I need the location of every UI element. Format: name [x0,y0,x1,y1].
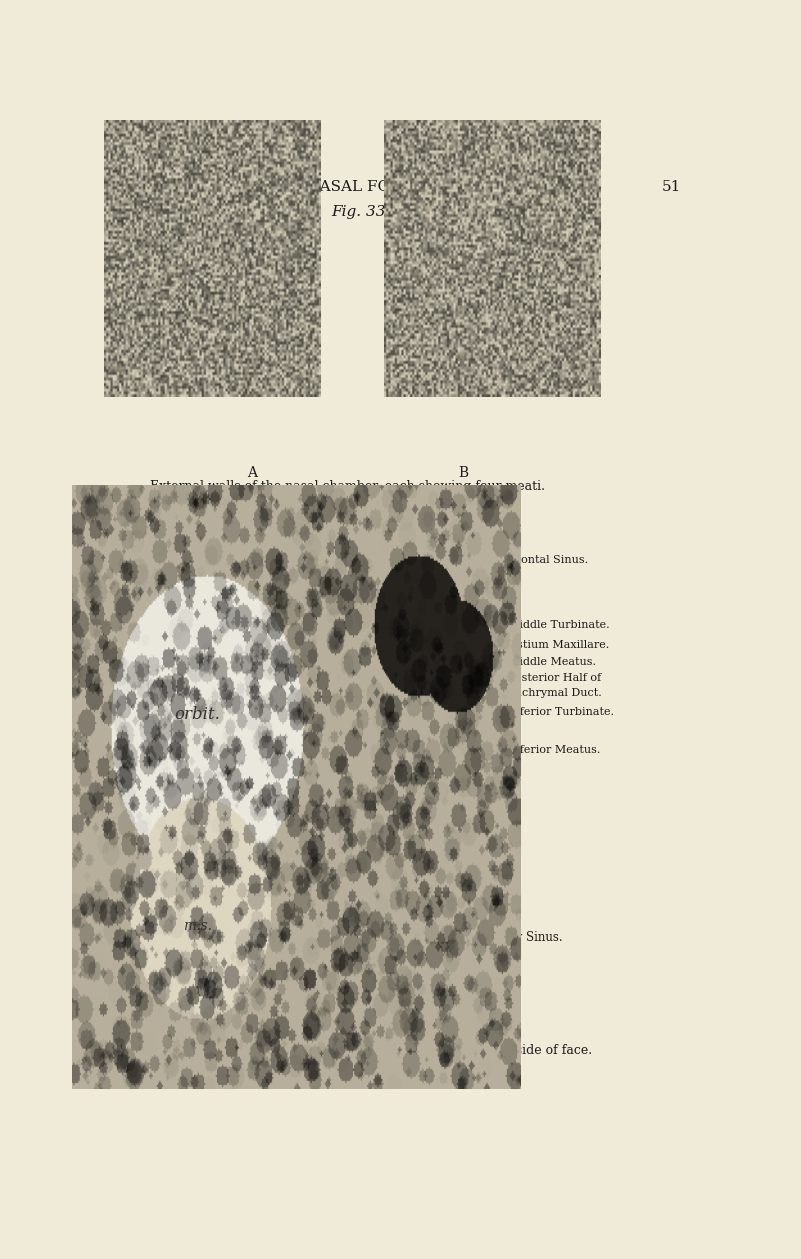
Text: Fig. 34.: Fig. 34. [331,497,391,512]
Text: Ostium Maxillare.: Ostium Maxillare. [508,640,610,650]
Text: Malar Bone.: Malar Bone. [248,934,260,1007]
Text: Posterior Half of: Posterior Half of [508,674,601,684]
Text: Middle Meatus.: Middle Meatus. [508,657,596,667]
Text: 51: 51 [662,180,681,194]
Text: Inferior Meatus.: Inferior Meatus. [508,745,600,755]
Text: Frontal Sinus.: Frontal Sinus. [508,555,588,565]
Text: orbit.: orbit. [175,706,220,723]
Text: Inferior Turbinate.: Inferior Turbinate. [508,708,614,718]
Text: Fig. 33.: Fig. 33. [331,205,391,219]
Text: B: B [458,466,469,480]
Text: Internal Wall of Maxillary Sinus.: Internal Wall of Maxillary Sinus. [370,930,563,944]
Text: m.s.: m.s. [183,919,212,933]
Text: External walls of the nasal chamber, each showing four meati.: External walls of the nasal chamber, eac… [150,480,545,494]
Text: Anterior view of a vertical transverse section of the right side of face.: Anterior view of a vertical transverse s… [150,1044,592,1058]
Text: Lachrymal Duct.: Lachrymal Duct. [508,687,602,697]
Text: THE NASAL FOSSÆ.: THE NASAL FOSSÆ. [267,180,430,194]
Text: A: A [248,466,257,480]
Text: Alveolar Process.: Alveolar Process. [332,919,345,1022]
Text: Middle Turbinate.: Middle Turbinate. [508,621,610,631]
